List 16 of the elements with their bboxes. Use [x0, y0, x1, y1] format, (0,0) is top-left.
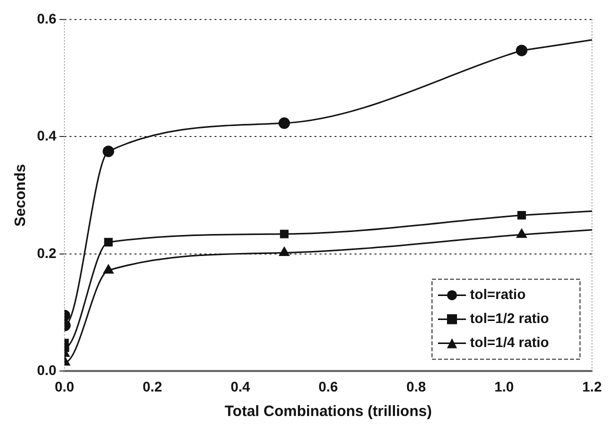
x-tick-label: 0.8 [406, 378, 426, 394]
x-tick-label: 0.2 [142, 378, 162, 394]
legend-label: tol=ratio [470, 286, 526, 302]
x-tick-label: 0.0 [54, 378, 74, 394]
legend-label: tol=1/4 ratio [470, 334, 549, 350]
x-tick-label: 1.0 [494, 378, 514, 394]
x-tick-label: 0.6 [318, 378, 338, 394]
y-axis-title: Seconds [12, 164, 30, 227]
y-tick-label: 0.6 [36, 10, 57, 26]
y-tick-label: 0.0 [36, 362, 57, 378]
y-tick-label: 0.4 [36, 128, 57, 144]
x-axis-title: Total Combinations (trillions) [224, 403, 432, 420]
x-tick-label: 0.4 [230, 378, 250, 394]
legend-label: tol=1/2 ratio [470, 310, 549, 326]
x-tick-label: 1.2 [582, 378, 602, 394]
y-tick-label: 0.2 [36, 244, 57, 261]
